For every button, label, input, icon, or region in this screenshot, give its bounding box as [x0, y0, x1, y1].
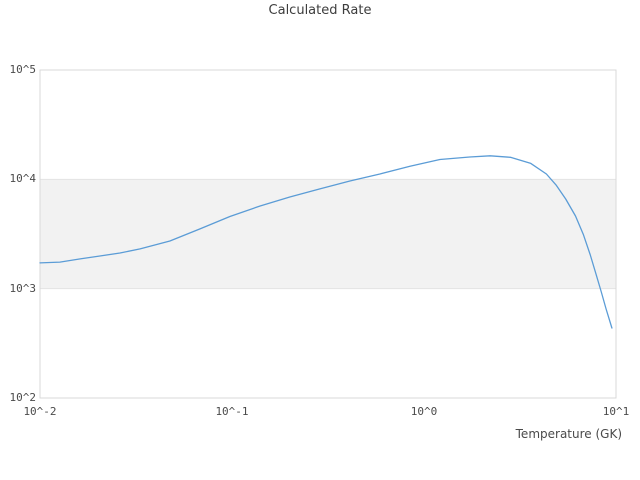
- y-tick-label: 10^2: [9, 391, 37, 404]
- chart-title: Calculated Rate: [268, 3, 372, 18]
- rate-line: [39, 155, 613, 329]
- x-tick-label: 10^-1: [215, 405, 249, 418]
- x-axis-label: Temperature (GK): [515, 427, 622, 441]
- decade-band: [40, 179, 616, 289]
- y-tick-label: 10^5: [9, 63, 37, 76]
- x-tick-label: 10^1: [602, 405, 630, 418]
- x-tick-label: 10^-2: [23, 405, 57, 418]
- y-tick-label: 10^3: [9, 281, 37, 295]
- plot-frame: [39, 69, 617, 399]
- x-tick-label: 10^0: [410, 405, 438, 418]
- y-tick-label: 10^4: [9, 172, 37, 186]
